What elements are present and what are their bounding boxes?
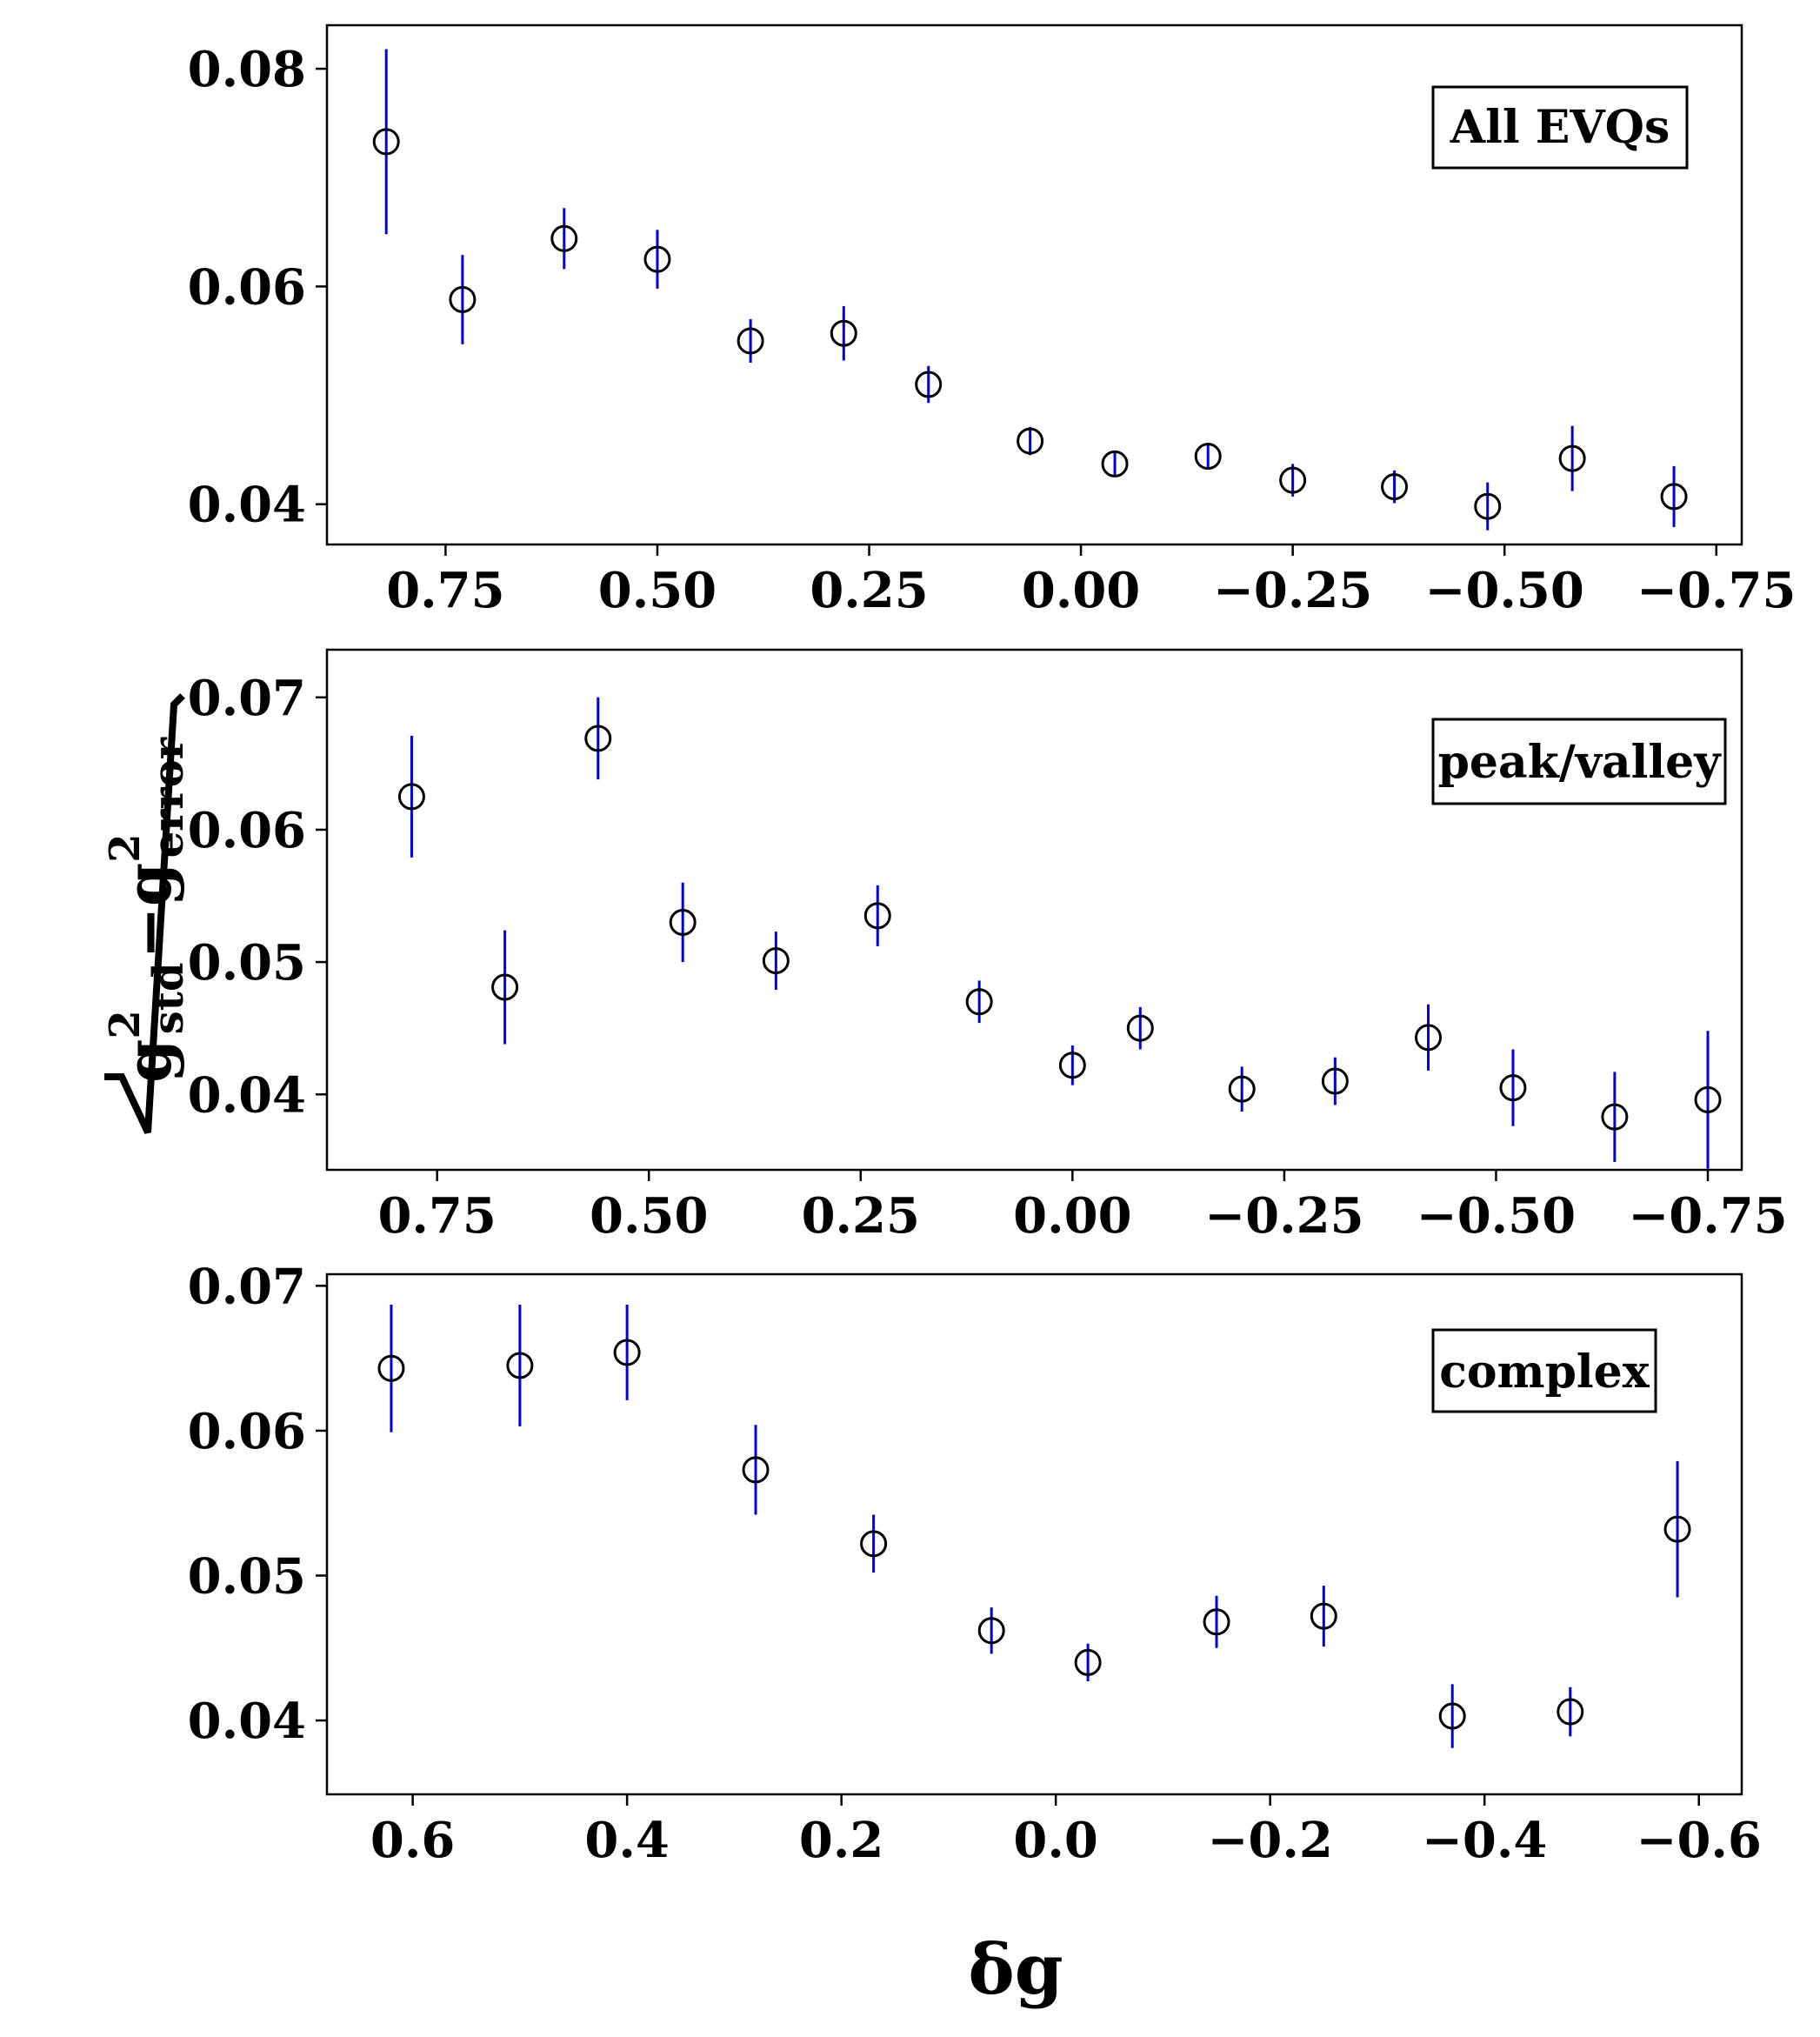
data-point bbox=[397, 783, 425, 811]
y-tick-label: 0.07 bbox=[188, 670, 306, 727]
x-tick-label: 0.50 bbox=[598, 562, 717, 619]
x-tick-label: 0.00 bbox=[1013, 1187, 1131, 1245]
x-tick-label: −0.25 bbox=[1213, 562, 1372, 619]
y-tick-label: 0.08 bbox=[188, 41, 306, 98]
x-tick-label: 0.0 bbox=[1013, 1812, 1097, 1869]
y-label-std-power: 2 bbox=[101, 1010, 150, 1039]
data-point bbox=[1694, 1085, 1722, 1113]
data-point bbox=[491, 973, 519, 1001]
legend-label: peak/valley bbox=[1438, 736, 1723, 789]
y-label-minus: − bbox=[111, 906, 185, 958]
data-point bbox=[1438, 1702, 1466, 1730]
data-point bbox=[643, 245, 671, 273]
x-tick-label: −0.75 bbox=[1637, 562, 1796, 619]
y-label-formula: g2std−g2error bbox=[101, 737, 193, 1083]
legend-label: complex bbox=[1439, 1346, 1650, 1399]
data-point bbox=[965, 988, 993, 1016]
data-point bbox=[449, 285, 477, 313]
data-point bbox=[1474, 492, 1502, 520]
y-label-error-subscript: error bbox=[144, 737, 193, 858]
data-point bbox=[550, 224, 578, 252]
x-tick-label: −0.6 bbox=[1637, 1812, 1762, 1869]
panel-3: 0.6 0.4 0.2 0.0 −0.2 −0.4 −0.6 0.04 0.05 0.06 0.07… bbox=[188, 1258, 1762, 1869]
legend-box bbox=[1431, 85, 1689, 170]
data-point bbox=[915, 371, 943, 398]
x-axis-label: δg bbox=[968, 1928, 1063, 2010]
x-tick-label: −0.50 bbox=[1425, 562, 1584, 619]
y-axis-label: g2std−g2error bbox=[101, 693, 193, 1134]
data-point bbox=[1499, 1074, 1527, 1102]
y-tick-label: 0.04 bbox=[188, 1066, 306, 1124]
data-point bbox=[584, 725, 612, 752]
y-label-std-subscript: std bbox=[144, 962, 193, 1034]
x-tick-label: 0.75 bbox=[377, 1187, 496, 1245]
y-tick-label: 0.07 bbox=[188, 1258, 306, 1315]
x-tick-label: 0.25 bbox=[802, 1187, 920, 1245]
data-point bbox=[863, 902, 891, 930]
x-tick-label: 0.6 bbox=[370, 1812, 455, 1869]
plot-frame bbox=[325, 23, 1743, 546]
x-tick-label: 0.4 bbox=[584, 1812, 669, 1869]
data-point bbox=[737, 327, 764, 355]
data-point bbox=[506, 1352, 534, 1379]
x-tick-label: 0.2 bbox=[799, 1812, 883, 1869]
x-tick-label: −0.25 bbox=[1204, 1187, 1363, 1245]
data-point bbox=[1558, 444, 1586, 472]
data-point bbox=[1381, 473, 1409, 501]
plot-frame bbox=[325, 648, 1743, 1172]
x-tick-label: −0.2 bbox=[1207, 1812, 1332, 1869]
x-tick-label: −0.50 bbox=[1417, 1187, 1576, 1245]
data-point bbox=[1660, 483, 1688, 511]
legend-box bbox=[1431, 718, 1727, 805]
y-tick-label: 0.06 bbox=[188, 258, 306, 316]
data-point bbox=[1415, 1024, 1443, 1052]
y-label-g-std: g bbox=[111, 1039, 185, 1083]
data-point bbox=[977, 1617, 1005, 1645]
panels: 0.75 0.50 0.25 0.00 −0.25 −0.50 −0.750.040.060… bbox=[188, 23, 1796, 1869]
data-point bbox=[377, 1354, 405, 1382]
data-point bbox=[1279, 466, 1307, 494]
data-point bbox=[830, 319, 857, 347]
x-tick-label: 0.00 bbox=[1022, 562, 1140, 619]
y-tick-label: 0.05 bbox=[188, 1547, 306, 1605]
y-tick-label: 0.04 bbox=[188, 477, 306, 534]
data-point bbox=[1228, 1075, 1256, 1103]
data-point bbox=[1194, 443, 1222, 471]
data-point bbox=[1126, 1014, 1154, 1042]
x-tick-label: 0.25 bbox=[810, 562, 928, 619]
legend-label: All EVQs bbox=[1450, 101, 1670, 154]
data-point bbox=[742, 1456, 770, 1484]
y-tick-label: 0.05 bbox=[188, 934, 306, 992]
y-label-g-error: g bbox=[111, 863, 185, 906]
data-point bbox=[613, 1339, 641, 1366]
data-point bbox=[669, 908, 697, 936]
data-point bbox=[762, 947, 790, 975]
data-point bbox=[1058, 1052, 1086, 1079]
sqrt-radical-icon bbox=[104, 693, 185, 1134]
y-label-error-power: 2 bbox=[101, 833, 150, 862]
data-point bbox=[1310, 1602, 1337, 1630]
data-point bbox=[372, 128, 400, 156]
data-point bbox=[1601, 1103, 1629, 1131]
data-point bbox=[1101, 450, 1129, 478]
data-point bbox=[1663, 1515, 1691, 1543]
data-point bbox=[1017, 427, 1044, 455]
data-point bbox=[1074, 1648, 1102, 1676]
x-tick-label: −0.75 bbox=[1628, 1187, 1787, 1245]
y-tick-label: 0.06 bbox=[188, 802, 306, 859]
data-point bbox=[1557, 1698, 1584, 1726]
x-tick-label: 0.75 bbox=[386, 562, 504, 619]
data-point bbox=[1321, 1067, 1349, 1095]
panel-2: 0.75 0.50 0.25 0.00 −0.25 −0.50 −0.75 0.04 0.05 0… bbox=[188, 648, 1788, 1245]
y-tick-label: 0.06 bbox=[188, 1403, 306, 1460]
plot-frame bbox=[325, 1272, 1743, 1796]
y-tick-label: 0.04 bbox=[188, 1693, 306, 1750]
legend-box bbox=[1431, 1328, 1657, 1413]
data-point bbox=[860, 1530, 888, 1558]
x-tick-label: 0.50 bbox=[590, 1187, 708, 1245]
data-point bbox=[1203, 1608, 1230, 1636]
panel-1: 0.75 0.50 0.25 0.00 −0.25 −0.50 −0.75 0.04 0.06 0… bbox=[188, 23, 1796, 619]
x-tick-label: −0.4 bbox=[1422, 1812, 1547, 1869]
